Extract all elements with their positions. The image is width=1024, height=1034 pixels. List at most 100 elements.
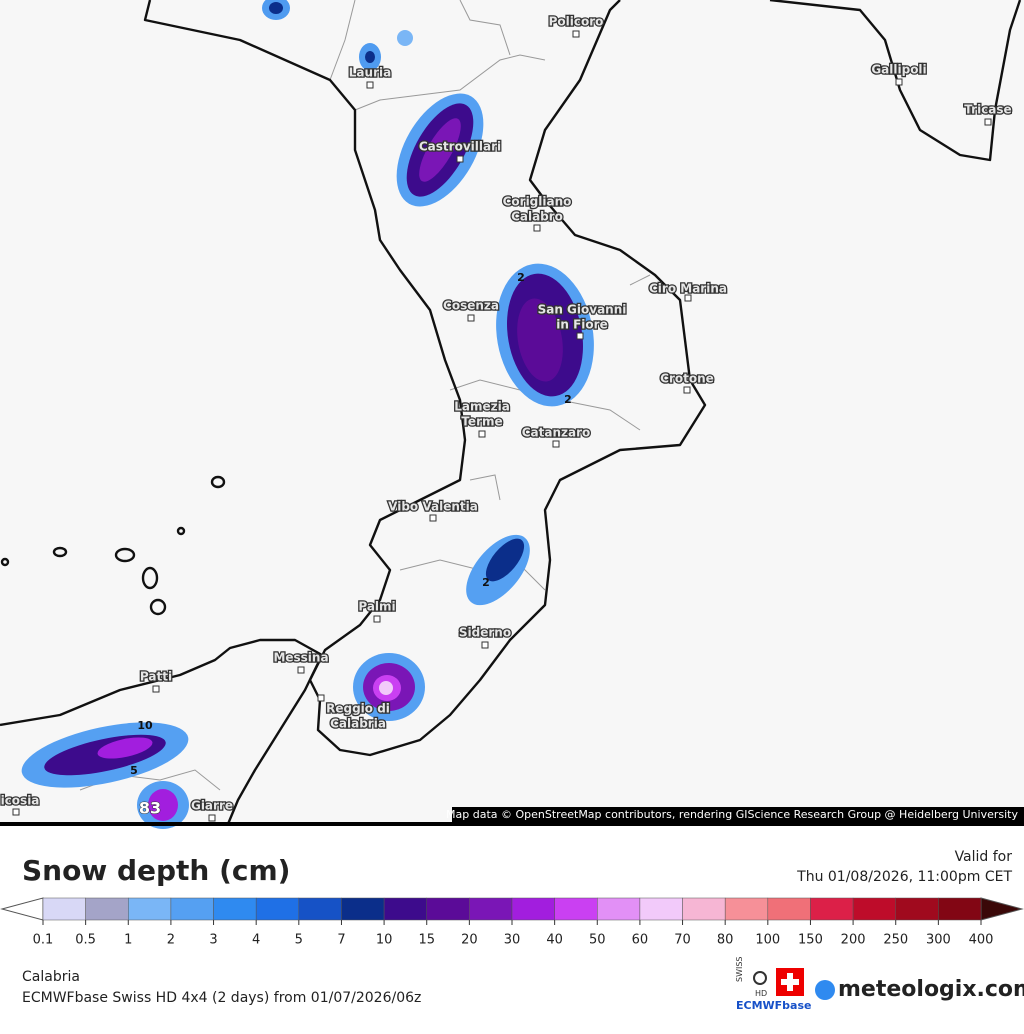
legend-title: Snow depth (cm) <box>22 854 290 887</box>
color-box <box>341 897 385 921</box>
tick-label: 250 <box>883 933 908 948</box>
place-label: San Giovanni <box>538 303 627 317</box>
color-box <box>213 897 257 921</box>
place-label: Corigliano <box>503 195 572 209</box>
map-border <box>0 822 1024 826</box>
attribution: Map data © OpenStreetMap contributors, r… <box>446 808 1018 821</box>
model-logo: SWISS HD ECMWFbase <box>735 956 812 1012</box>
over-arrow <box>980 897 1024 921</box>
color-box <box>554 897 598 921</box>
coastline <box>0 0 1022 825</box>
place-marker <box>373 615 381 623</box>
place-marker <box>895 78 903 86</box>
color-box <box>469 897 513 921</box>
place-label: Patti <box>140 670 172 684</box>
tick-label: 7 <box>337 933 345 948</box>
tick-label: 3 <box>209 933 217 948</box>
place-label: Palmi <box>358 600 395 614</box>
tick-label: 150 <box>798 933 823 948</box>
tick-label: 70 <box>674 933 691 948</box>
contour-label: 2 <box>564 393 572 406</box>
color-box <box>938 897 982 921</box>
tick-label: 30 <box>504 933 521 948</box>
place-label: Reggio di <box>326 702 390 716</box>
color-box <box>810 897 854 921</box>
tick-label: 15 <box>418 933 435 948</box>
place-marker <box>12 808 20 816</box>
brand-icon <box>815 980 835 1000</box>
valid-time: Thu 01/08/2026, 11:00pm CET <box>796 869 1012 885</box>
tick-label: 20 <box>461 933 478 948</box>
map-background <box>0 0 1024 824</box>
place-marker <box>152 685 160 693</box>
color-box <box>682 897 726 921</box>
place-marker <box>467 314 475 322</box>
logo-swiss: SWISS <box>735 956 744 982</box>
under-arrow <box>0 897 44 921</box>
snow-areas <box>21 0 594 829</box>
place-label: icosia <box>1 794 40 808</box>
place-label: Lamezia <box>454 400 510 414</box>
place-label: Calabro <box>511 210 563 224</box>
contour-label: 83 <box>139 799 161 818</box>
place-label: in Fiore <box>556 318 607 332</box>
contour-label: 2 <box>517 271 525 284</box>
color-box <box>724 897 769 921</box>
place-label: Messina <box>273 651 328 665</box>
place-marker <box>684 294 692 302</box>
colorbar: 0.1 0.5 1 2 3 4 5 7 10 15 20 30 40 50 60 70 80 100 150 200 2… <box>0 897 1024 948</box>
place-label: Lauria <box>349 66 391 80</box>
place-marker <box>481 641 489 649</box>
place-marker <box>683 386 691 394</box>
contour-label: 2 <box>482 576 490 589</box>
place-marker <box>208 814 216 822</box>
logo-hd: HD <box>755 989 767 998</box>
place-label: Ciro Marina <box>649 282 727 296</box>
tick-label: 200 <box>841 933 866 948</box>
place-label: Terme <box>461 415 502 429</box>
place-label: Tricase <box>964 103 1011 117</box>
tick-label: 300 <box>926 933 951 948</box>
model-info: ECMWFbase Swiss HD 4x4 (2 days) from 01/… <box>22 990 421 1006</box>
place-label: Giarre <box>191 799 233 813</box>
color-box <box>85 897 129 921</box>
region: Calabria <box>22 969 80 985</box>
tick-label: 100 <box>755 933 780 948</box>
place-marker <box>576 332 584 340</box>
place-marker <box>366 81 374 89</box>
color-box <box>128 897 172 921</box>
place-marker <box>456 155 464 163</box>
place-label: Crotone <box>660 372 714 386</box>
tick-label: 0.5 <box>75 933 96 948</box>
color-box <box>597 897 641 921</box>
color-box <box>767 897 811 921</box>
tick-label: 10 <box>376 933 393 948</box>
tick-label: 60 <box>632 933 649 948</box>
tick-label: 40 <box>546 933 563 948</box>
tick-label: 0.1 <box>33 933 54 948</box>
place-label: Gallipoli <box>871 63 926 77</box>
color-box <box>426 897 470 921</box>
attribution-bg <box>452 807 1024 823</box>
place-label: Catanzaro <box>522 426 591 440</box>
place-label: Vibo Valentia <box>388 500 478 514</box>
valid-label: Valid for <box>955 849 1013 865</box>
color-box <box>298 897 342 921</box>
place-label: Siderno <box>459 626 511 640</box>
place-marker <box>984 118 992 126</box>
place-label: Policoro <box>549 15 604 29</box>
tick-label: 50 <box>589 933 606 948</box>
color-box <box>170 897 214 921</box>
place-marker <box>478 430 486 438</box>
contour-label: 5 <box>130 764 138 777</box>
tick-label: 80 <box>717 933 734 948</box>
place-marker <box>533 224 541 232</box>
place-label: Cosenza <box>443 299 499 313</box>
color-box <box>383 897 427 921</box>
brand: meteologix.com <box>838 977 1024 1002</box>
color-box <box>852 897 896 921</box>
place-label: Castrovillari <box>419 140 501 154</box>
contour-label: 10 <box>137 719 153 732</box>
logo-base: ECMWFbase <box>736 999 812 1012</box>
color-box <box>895 897 939 921</box>
